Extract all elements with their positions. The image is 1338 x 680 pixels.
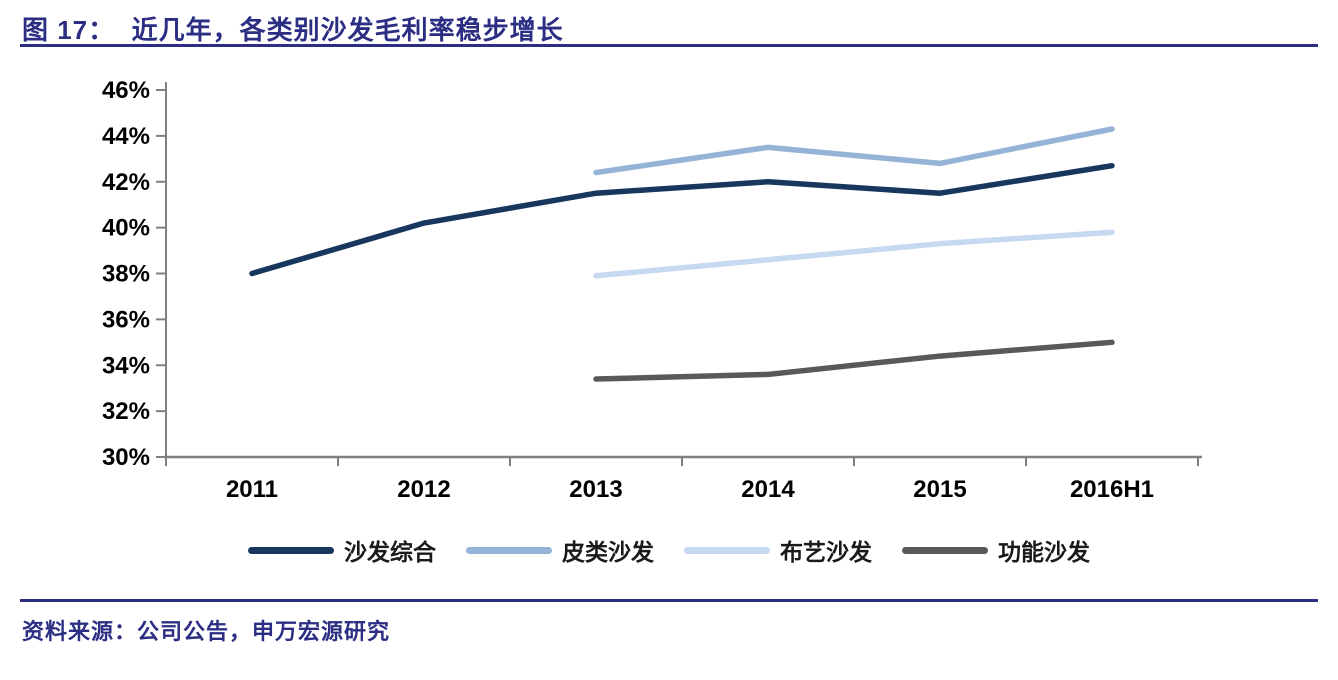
chart-area: 46% 44% 42% 40% 38% 36% 34% 32% 30% 2011 2012 2013 2… — [0, 58, 1338, 518]
x-axis-label: 2014 — [741, 476, 795, 503]
y-axis-label: 32% — [102, 398, 150, 425]
legend-label: 沙发综合 — [344, 539, 436, 565]
series-line-0 — [249, 162, 1115, 277]
legend-label: 皮类沙发 — [562, 539, 654, 565]
legend-item-3: 功能沙发 — [902, 533, 1090, 567]
y-axis-label: 38% — [102, 261, 150, 288]
title-underline — [20, 44, 1318, 47]
source-note: 资料来源：公司公告，申万宏源研究 — [22, 619, 391, 644]
x-axis-label: 2016H1 — [1070, 476, 1154, 503]
y-axis-label: 30% — [102, 444, 150, 471]
legend-swatch — [684, 546, 770, 554]
x-axis-label: 2013 — [569, 476, 622, 503]
legend-label: 功能沙发 — [998, 539, 1090, 565]
series-line-1 — [593, 126, 1115, 176]
x-axis-label: 2012 — [397, 476, 450, 503]
chart-legend: 沙发综合 皮类沙发 布艺沙发 功能沙发 — [0, 533, 1338, 567]
series-line-2 — [593, 229, 1115, 279]
legend-label: 布艺沙发 — [780, 539, 872, 565]
footer-divider — [20, 599, 1318, 602]
series-line-3 — [593, 339, 1115, 382]
y-axis-label: 34% — [102, 352, 150, 379]
legend-swatch — [466, 546, 552, 554]
legend-swatch — [248, 546, 334, 554]
y-axis-label: 36% — [102, 306, 150, 333]
legend-item-0: 沙发综合 — [248, 533, 436, 567]
chart-svg: 46% 44% 42% 40% 38% 36% 34% 32% 30% 2011 2012 2013 2… — [102, 77, 1202, 503]
y-axis-label: 40% — [102, 215, 150, 242]
y-axis-label: 42% — [102, 169, 150, 196]
x-axis-label: 2011 — [226, 476, 278, 503]
x-axis-label: 2015 — [913, 476, 966, 503]
y-axis-label: 44% — [102, 123, 150, 150]
legend-item-2: 布艺沙发 — [684, 533, 872, 567]
legend-item-1: 皮类沙发 — [466, 533, 654, 567]
y-axis-label: 46% — [102, 77, 150, 104]
legend-swatch — [902, 546, 988, 554]
figure-title: 图 17： 近几年，各类别沙发毛利率稳步增长 — [22, 15, 564, 45]
